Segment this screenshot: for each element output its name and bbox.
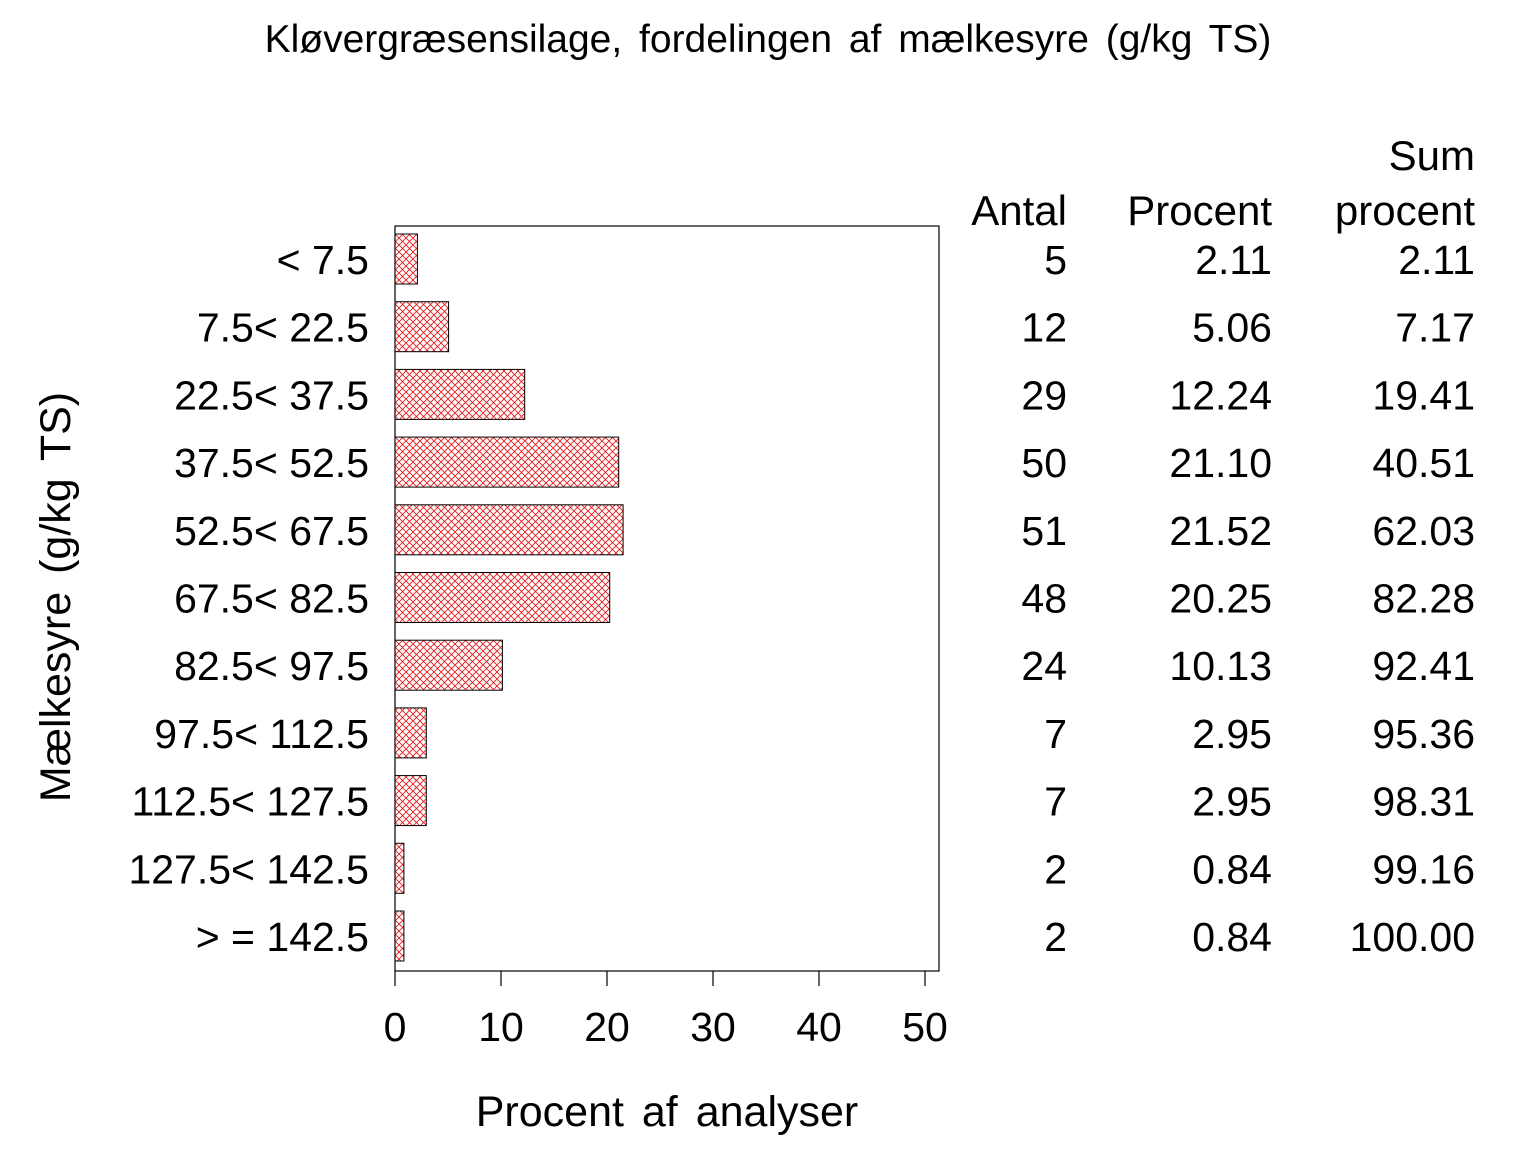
x-tick-label: 40 [796, 1004, 842, 1050]
bar [394, 707, 427, 759]
table-cell: 12 [1021, 305, 1067, 351]
table-header: Procent [1127, 187, 1272, 234]
category-label: 37.5< 52.5 [174, 440, 369, 486]
table-cell: 2.11 [1398, 237, 1475, 283]
table-cell: 0.84 [1192, 914, 1272, 960]
x-axis-label: Procent af analyser [476, 1088, 858, 1136]
bar [394, 775, 427, 827]
table-cell: 92.41 [1372, 643, 1475, 689]
table-cell: 0.84 [1192, 846, 1272, 892]
bar [394, 368, 526, 420]
bar [394, 842, 405, 894]
category-label: > = 142.5 [196, 914, 369, 960]
table-cell: 100.00 [1350, 914, 1475, 960]
category-label: 112.5< 127.5 [132, 779, 370, 825]
table-cell: 99.16 [1372, 846, 1475, 892]
x-tick-label: 20 [584, 1004, 630, 1050]
x-ticks-group: 0 10 20 30 40 50 [384, 971, 948, 1050]
table-cell: 48 [1021, 576, 1067, 622]
table-cell: 2.95 [1192, 711, 1272, 757]
table-cell: 2 [1044, 846, 1067, 892]
bar [394, 301, 450, 353]
table-cell: 21.52 [1169, 508, 1272, 554]
table-rows-group: 5 2.11 2.11 12 5.06 7.17 29 12.24 19.41 50 21.10 40… [1021, 237, 1475, 960]
table-cell: 10.13 [1169, 643, 1272, 689]
x-tick-label: 0 [384, 1004, 407, 1050]
category-label: 82.5< 97.5 [174, 643, 369, 689]
table-header: procent [1335, 187, 1475, 234]
table-cell: 5.06 [1192, 305, 1272, 351]
table-cell: 51 [1021, 508, 1067, 554]
category-label: 52.5< 67.5 [174, 508, 369, 554]
table-cell: 50 [1021, 440, 1067, 486]
table-cell: 95.36 [1372, 711, 1475, 757]
table-cell: 62.03 [1372, 508, 1475, 554]
table-header: Antal [971, 187, 1067, 234]
bar [394, 910, 405, 962]
chart-title: Kløvergræsensilage, fordelingen af mælke… [265, 18, 1272, 61]
table-cell: 2 [1044, 914, 1067, 960]
table-cell: 2.95 [1192, 779, 1272, 825]
category-label: 127.5< 142.5 [128, 846, 369, 892]
category-label: 97.5< 112.5 [154, 711, 369, 757]
table-headers-group: Antal Procent procent [971, 187, 1475, 234]
table-header-sum: Sum [1389, 132, 1475, 179]
x-tick-label: 30 [690, 1004, 736, 1050]
category-labels-group: < 7.5 7.5< 22.5 22.5< 37.5 37.5< 52.5 52.5< … [128, 237, 369, 960]
x-tick-label: 50 [902, 1004, 948, 1050]
category-label: < 7.5 [277, 237, 369, 283]
table-cell: 24 [1021, 643, 1067, 689]
bar [394, 504, 624, 556]
bar [394, 639, 503, 691]
table-cell: 82.28 [1372, 576, 1475, 622]
table-cell: 2.11 [1195, 237, 1272, 283]
table-cell: 5 [1044, 237, 1067, 283]
table-cell: 20.25 [1169, 576, 1272, 622]
y-axis-label: Mælkesyre (g/kg TS) [32, 392, 80, 802]
category-label: 22.5< 37.5 [174, 372, 369, 418]
table-cell: 7 [1044, 711, 1067, 757]
table-cell: 29 [1021, 372, 1067, 418]
table-cell: 21.10 [1169, 440, 1272, 486]
table-cell: 7 [1044, 779, 1067, 825]
x-tick-label: 10 [478, 1004, 524, 1050]
table-cell: 7.17 [1395, 305, 1475, 351]
bar [394, 436, 620, 488]
table-cell: 12.24 [1169, 372, 1272, 418]
bar [394, 233, 418, 285]
bar [394, 572, 611, 623]
table-cell: 19.41 [1372, 372, 1475, 418]
category-label: 7.5< 22.5 [197, 305, 369, 351]
category-label: 67.5< 82.5 [174, 576, 369, 622]
table-cell: 98.31 [1372, 779, 1475, 825]
table-cell: 40.51 [1372, 440, 1475, 486]
bars-group [394, 233, 624, 962]
